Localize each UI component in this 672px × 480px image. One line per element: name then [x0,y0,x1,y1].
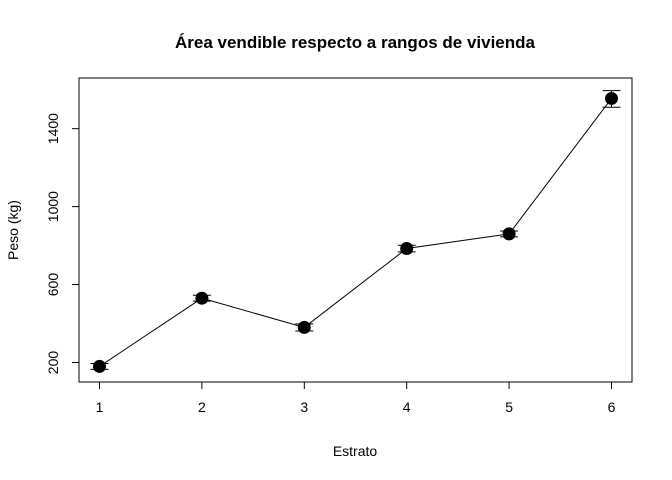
y-tick-label: 600 [45,273,61,297]
x-tick-label: 1 [96,399,104,415]
x-tick-label: 6 [608,399,616,415]
data-point [195,291,209,305]
x-tick-label: 2 [198,399,206,415]
y-axis-label: Peso (kg) [5,200,21,260]
series-group [90,90,621,373]
data-point [400,242,414,256]
x-axis-label: Estrato [333,443,378,459]
x-tick-label: 5 [505,399,513,415]
y-axis: 200 600 1000 1400 [45,113,80,375]
chart-title: Área vendible respecto a rangos de vivie… [175,33,536,52]
data-point [605,91,619,105]
x-tick-label: 4 [403,399,411,415]
y-tick-label: 200 [45,351,61,375]
series-line [99,98,612,367]
data-point [92,359,106,373]
x-axis: 1 2 3 4 5 6 [96,381,616,415]
y-tick-label: 1400 [45,113,61,144]
x-tick-label: 3 [300,399,308,415]
data-point [502,227,516,241]
plot-frame [78,77,633,383]
y-tick-label: 1000 [45,191,61,222]
data-point [297,320,311,334]
